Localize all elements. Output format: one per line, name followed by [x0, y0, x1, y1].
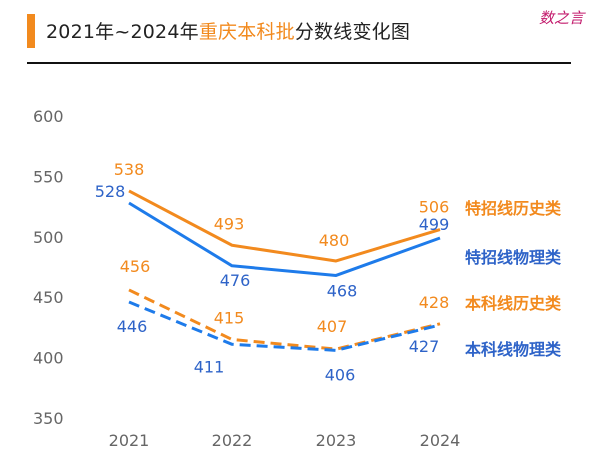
y-tick-label-600: 600 — [33, 107, 64, 126]
y-tick-label-450: 450 — [33, 288, 64, 307]
y-tick-label-500: 500 — [33, 228, 64, 247]
series-line-3 — [128, 288, 441, 351]
data-label-s2-2021: 528 — [95, 182, 126, 201]
data-label-s4-2023: 406 — [325, 365, 356, 384]
x-tick-label-2021: 2021 — [109, 431, 150, 450]
page-title: 2021年~2024年重庆本科批分数线变化图 — [46, 17, 410, 44]
series-line-2 — [128, 201, 441, 277]
y-tick-label-550: 550 — [33, 167, 64, 186]
data-label-s3-2024: 428 — [419, 293, 450, 312]
y-tick-label-350: 350 — [33, 409, 64, 428]
x-tick-label-2023: 2023 — [316, 431, 357, 450]
title-accent-bar — [27, 14, 35, 48]
data-label-s1-2024: 506 — [419, 198, 450, 217]
title-suffix: 分数线变化图 — [294, 21, 411, 43]
title-highlight: 重庆本科批 — [198, 21, 295, 43]
series-name-label-3: 本科线历史类 — [465, 294, 562, 313]
x-tick-label-2024: 2024 — [420, 431, 461, 450]
data-label-s4-2022: 411 — [194, 357, 225, 376]
series-line-1 — [128, 189, 441, 263]
data-label-s3-2022: 415 — [214, 308, 245, 327]
data-label-s3-2023: 407 — [317, 317, 348, 336]
data-label-s4-2024: 427 — [409, 337, 440, 356]
series-line-4 — [128, 300, 441, 352]
data-label-s2-2022: 476 — [220, 271, 251, 290]
data-label-s1-2022: 493 — [214, 214, 245, 233]
series-name-label-4: 本科线物理类 — [465, 340, 562, 359]
series-name-label-2: 特招线物理类 — [465, 248, 562, 267]
data-label-s1-2021: 538 — [114, 160, 145, 179]
title-prefix: 2021年~2024年 — [46, 21, 199, 43]
title-divider — [27, 62, 571, 64]
brand-watermark: 数之言 — [539, 9, 585, 27]
data-label-s3-2021: 456 — [120, 257, 151, 276]
series-name-label-1: 特招线历史类 — [465, 199, 562, 218]
y-tick-label-400: 400 — [33, 349, 64, 368]
x-tick-label-2022: 2022 — [212, 431, 253, 450]
data-label-s4-2021: 446 — [117, 317, 148, 336]
data-label-s1-2023: 480 — [319, 231, 350, 250]
data-label-s2-2023: 468 — [327, 281, 358, 300]
data-label-s2-2024: 499 — [419, 215, 450, 234]
